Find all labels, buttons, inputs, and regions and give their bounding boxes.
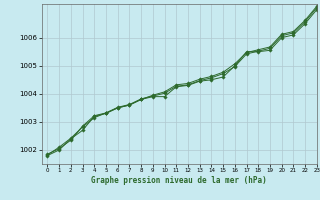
X-axis label: Graphe pression niveau de la mer (hPa): Graphe pression niveau de la mer (hPa) [91,176,267,185]
